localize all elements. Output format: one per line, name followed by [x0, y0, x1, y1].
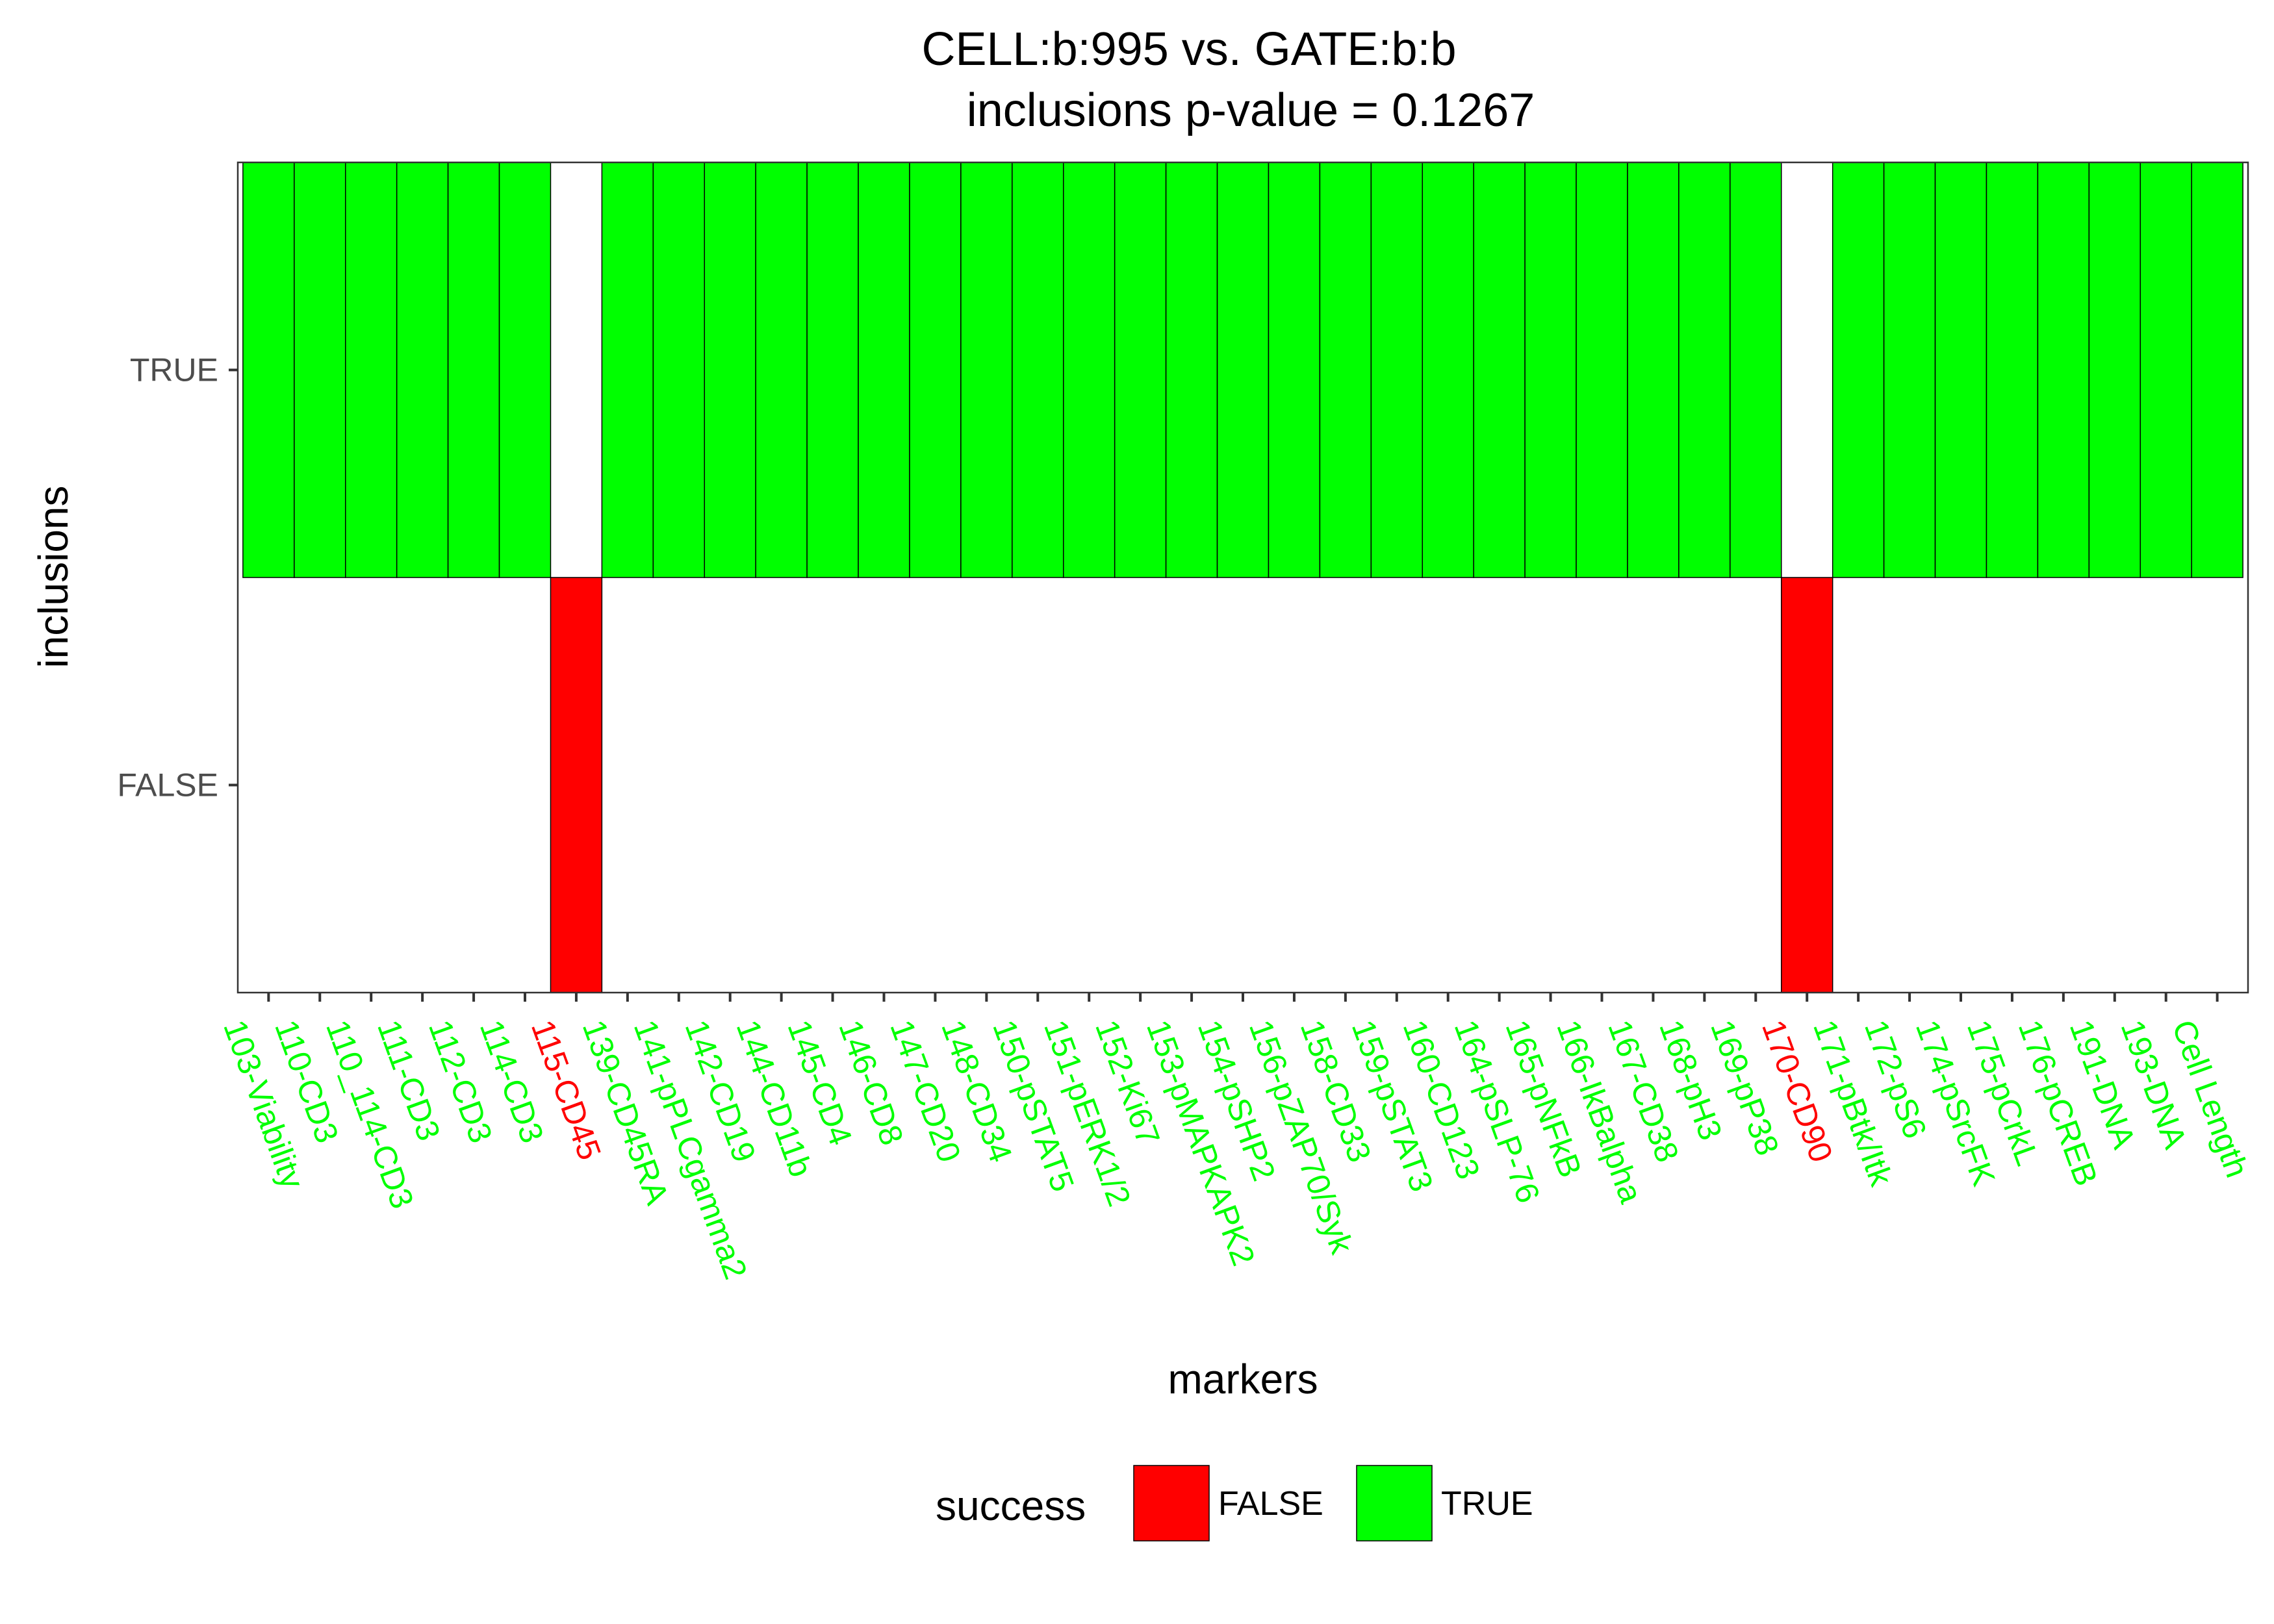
tile-167-cd38 — [1627, 162, 1680, 578]
tile-160-cd123 — [1422, 162, 1474, 578]
tile-115-cd45 — [550, 577, 603, 993]
tile-175-pcrkl — [1986, 162, 2039, 578]
plot-area: FALSETRUE103-Viability110-CD3110_114-CD3… — [117, 161, 2256, 1284]
tile-141-pplcgamma2 — [652, 162, 705, 578]
legend-label-false: FALSE — [1218, 1485, 1323, 1523]
tile-152-ki67 — [1114, 162, 1167, 578]
y-tick-label: FALSE — [117, 767, 218, 804]
legend-label-true: TRUE — [1441, 1485, 1533, 1523]
legend-key-true — [1356, 1465, 1433, 1542]
tile-176-pcreb — [2037, 162, 2090, 578]
tile-191-dna — [2088, 162, 2141, 578]
tile-170-cd90 — [1781, 577, 1833, 993]
legend-key-false — [1133, 1465, 1210, 1542]
tile-172-ps6 — [1883, 162, 1936, 578]
tile-139-cd45ra — [601, 162, 654, 578]
chart-subtitle: inclusions p-value = 0.1267 — [967, 84, 1535, 136]
tile-165-pnfkb — [1524, 162, 1577, 578]
legend: success FALSE TRUE — [936, 1465, 1533, 1542]
tile-154-pshp2 — [1216, 162, 1270, 578]
tile-146-cd8 — [858, 162, 910, 578]
tile-159-pstat3 — [1370, 162, 1424, 578]
tile-110-114-cd3 — [345, 162, 398, 578]
tile-166-ikbalpha — [1576, 162, 1628, 578]
tile-148-cd34 — [960, 162, 1013, 578]
tile-112-cd3 — [447, 162, 500, 578]
tile-164-pslp-76 — [1473, 162, 1526, 578]
tile-156-pzap70-syk — [1268, 162, 1321, 578]
tile-153-pmapkapk2 — [1165, 162, 1218, 578]
tile-110-cd3 — [294, 162, 346, 578]
tile-144-cd11b — [755, 162, 808, 578]
y-axis-title: inclusions — [30, 485, 77, 668]
tile-151-perk1-2 — [1063, 162, 1116, 578]
tile-150-pstat5 — [1012, 162, 1064, 578]
tile-169-pp38 — [1730, 162, 1782, 578]
y-tick-label: TRUE — [130, 352, 218, 388]
tile-158-cd33 — [1319, 162, 1372, 578]
tile-147-cd20 — [909, 162, 962, 578]
tile-193-dna — [2140, 162, 2192, 578]
tile-cell-length — [2191, 162, 2243, 578]
tile-171-pbtk-itk — [1832, 162, 1885, 578]
tile-111-cd3 — [396, 162, 449, 578]
legend-title: success — [936, 1482, 1086, 1529]
chart-title: CELL:b:995 vs. GATE:b:b — [921, 23, 1456, 75]
tile-174-psrcfk — [1934, 162, 1987, 578]
tile-168-ph3 — [1678, 162, 1731, 578]
tile-114-cd3 — [498, 162, 552, 578]
tile-103-viability — [242, 162, 295, 578]
tile-142-cd19 — [704, 162, 756, 578]
x-axis-title: markers — [1168, 1356, 1318, 1402]
tile-145-cd4 — [806, 162, 859, 578]
